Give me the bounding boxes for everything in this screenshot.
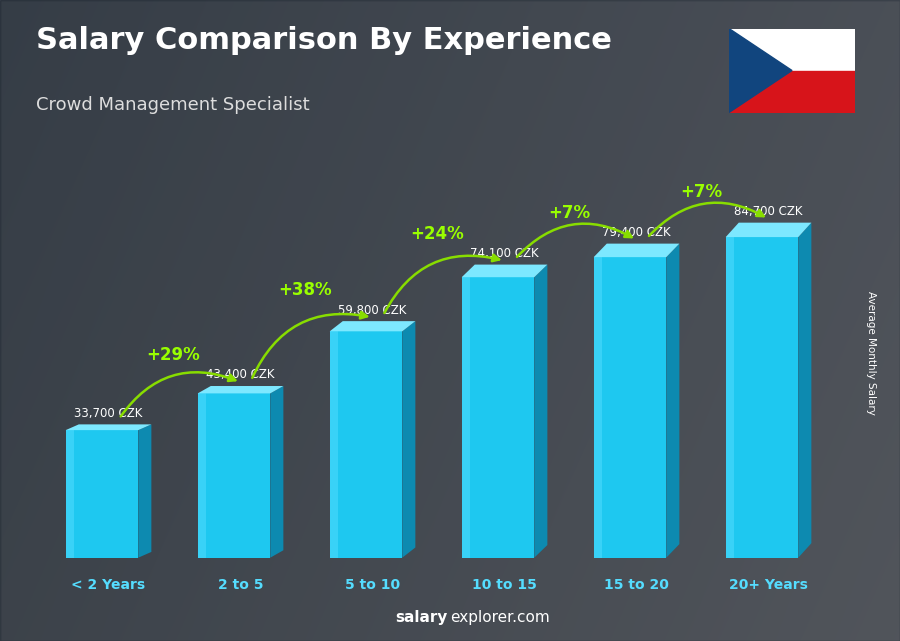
Polygon shape	[198, 386, 284, 394]
Text: 84,700 CZK: 84,700 CZK	[734, 205, 803, 218]
Polygon shape	[139, 424, 151, 558]
Text: Average Monthly Salary: Average Monthly Salary	[866, 290, 877, 415]
Bar	[66, 430, 139, 558]
Text: Salary Comparison By Experience: Salary Comparison By Experience	[36, 26, 612, 54]
Polygon shape	[594, 244, 680, 257]
Text: 15 to 20: 15 to 20	[604, 578, 669, 592]
Text: salary: salary	[395, 610, 447, 625]
Text: 10 to 15: 10 to 15	[472, 578, 537, 592]
Text: Crowd Management Specialist: Crowd Management Specialist	[36, 96, 310, 114]
Polygon shape	[66, 424, 151, 430]
Bar	[198, 394, 270, 558]
Bar	[66, 430, 75, 558]
Polygon shape	[798, 222, 812, 558]
Polygon shape	[729, 28, 792, 113]
Text: 20+ Years: 20+ Years	[729, 578, 808, 592]
Bar	[329, 331, 402, 558]
Bar	[594, 257, 666, 558]
Bar	[725, 237, 734, 558]
Bar	[198, 394, 206, 558]
Text: explorer.com: explorer.com	[450, 610, 550, 625]
Polygon shape	[666, 244, 680, 558]
Bar	[594, 257, 602, 558]
Polygon shape	[535, 265, 547, 558]
Text: +7%: +7%	[680, 183, 723, 201]
Text: 33,700 CZK: 33,700 CZK	[75, 407, 143, 420]
Text: +7%: +7%	[548, 204, 590, 222]
Text: 2 to 5: 2 to 5	[218, 578, 264, 592]
Bar	[725, 237, 798, 558]
Text: 74,100 CZK: 74,100 CZK	[470, 247, 539, 260]
Text: +24%: +24%	[410, 224, 464, 243]
Text: < 2 Years: < 2 Years	[71, 578, 146, 592]
Polygon shape	[725, 222, 812, 237]
Text: +38%: +38%	[278, 281, 332, 299]
Polygon shape	[462, 265, 547, 277]
Polygon shape	[402, 321, 416, 558]
Bar	[729, 28, 855, 71]
Bar	[462, 277, 471, 558]
Polygon shape	[270, 386, 284, 558]
Bar	[329, 331, 338, 558]
Text: 5 to 10: 5 to 10	[345, 578, 400, 592]
Text: 43,400 CZK: 43,400 CZK	[206, 369, 274, 381]
Bar	[462, 277, 535, 558]
Polygon shape	[329, 321, 416, 331]
Text: 79,400 CZK: 79,400 CZK	[602, 226, 670, 239]
Text: +29%: +29%	[147, 346, 200, 364]
Text: 59,800 CZK: 59,800 CZK	[338, 304, 407, 317]
Bar	[729, 71, 855, 113]
